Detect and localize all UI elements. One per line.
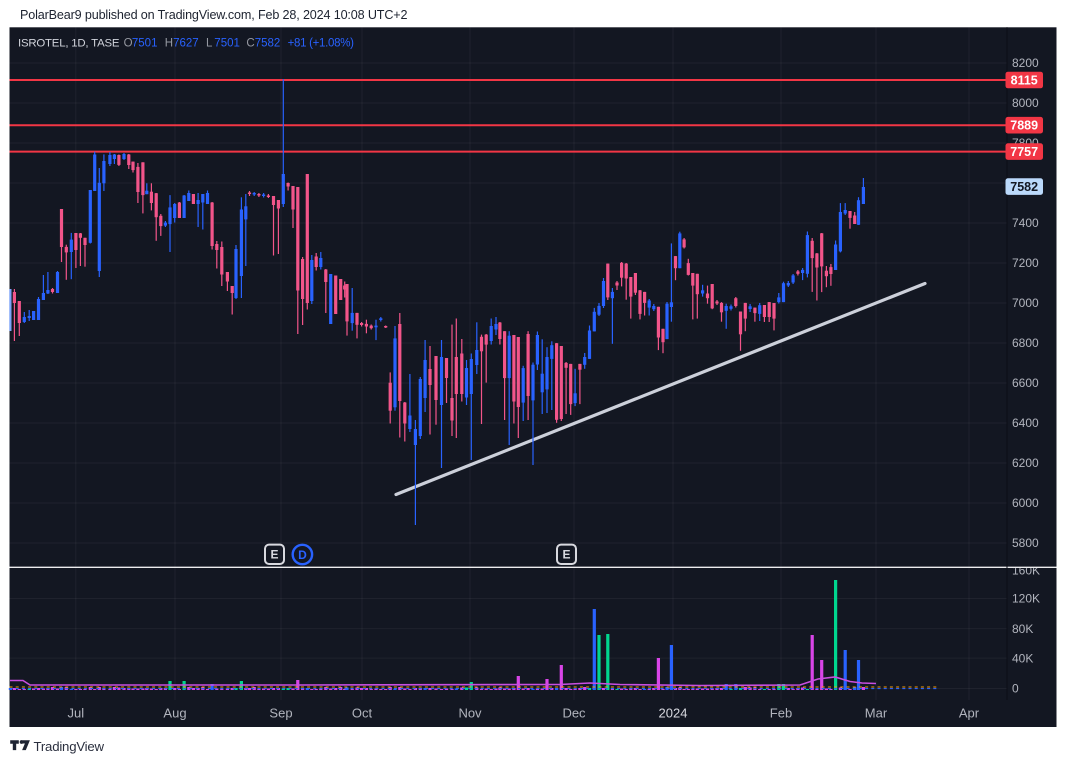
svg-text:H: H	[165, 37, 173, 49]
svg-text:7582: 7582	[255, 37, 281, 49]
svg-text:80K: 80K	[1012, 622, 1033, 636]
svg-text:5800: 5800	[1012, 536, 1039, 550]
svg-text:6400: 6400	[1012, 416, 1039, 430]
svg-text:Oct: Oct	[352, 706, 373, 721]
svg-text:8115: 8115	[1011, 73, 1038, 87]
svg-text:6800: 6800	[1012, 336, 1039, 350]
svg-text:8000: 8000	[1012, 96, 1039, 110]
svg-text:Mar: Mar	[865, 706, 888, 721]
svg-text:6600: 6600	[1012, 376, 1039, 390]
svg-text:Apr: Apr	[959, 706, 980, 721]
svg-text:6000: 6000	[1012, 496, 1039, 510]
svg-text:E: E	[270, 548, 278, 562]
svg-text:D: D	[298, 548, 307, 562]
svg-text:Feb: Feb	[770, 706, 792, 721]
svg-text:7889: 7889	[1010, 119, 1038, 133]
svg-text:E: E	[562, 548, 570, 562]
svg-text:Jul: Jul	[67, 706, 84, 721]
svg-text:C: C	[246, 37, 254, 49]
svg-text:Dec: Dec	[562, 706, 586, 721]
svg-text:6200: 6200	[1012, 456, 1039, 470]
svg-text:O: O	[124, 37, 133, 49]
svg-text:+81 (+1.08%): +81 (+1.08%)	[288, 37, 355, 49]
svg-text:40K: 40K	[1012, 651, 1033, 665]
svg-text:8200: 8200	[1012, 56, 1039, 70]
svg-text:7501: 7501	[132, 37, 158, 49]
svg-text:7582: 7582	[1010, 180, 1038, 194]
svg-text:7627: 7627	[173, 37, 199, 49]
svg-text:0: 0	[1012, 682, 1019, 696]
svg-text:7757: 7757	[1010, 145, 1038, 159]
svg-text:2024: 2024	[659, 706, 688, 721]
svg-text:7000: 7000	[1012, 296, 1039, 310]
svg-text:Aug: Aug	[163, 706, 186, 721]
svg-text:Nov: Nov	[458, 706, 482, 721]
svg-text:120K: 120K	[1012, 592, 1040, 606]
svg-text:7501: 7501	[214, 37, 240, 49]
svg-text:160K: 160K	[1012, 564, 1040, 578]
svg-text:Sep: Sep	[269, 706, 292, 721]
svg-text:7200: 7200	[1012, 256, 1039, 270]
svg-text:ISROTEL, 1D, TASE: ISROTEL, 1D, TASE	[18, 37, 120, 49]
svg-text:7400: 7400	[1012, 216, 1039, 230]
svg-text:L: L	[206, 37, 213, 49]
